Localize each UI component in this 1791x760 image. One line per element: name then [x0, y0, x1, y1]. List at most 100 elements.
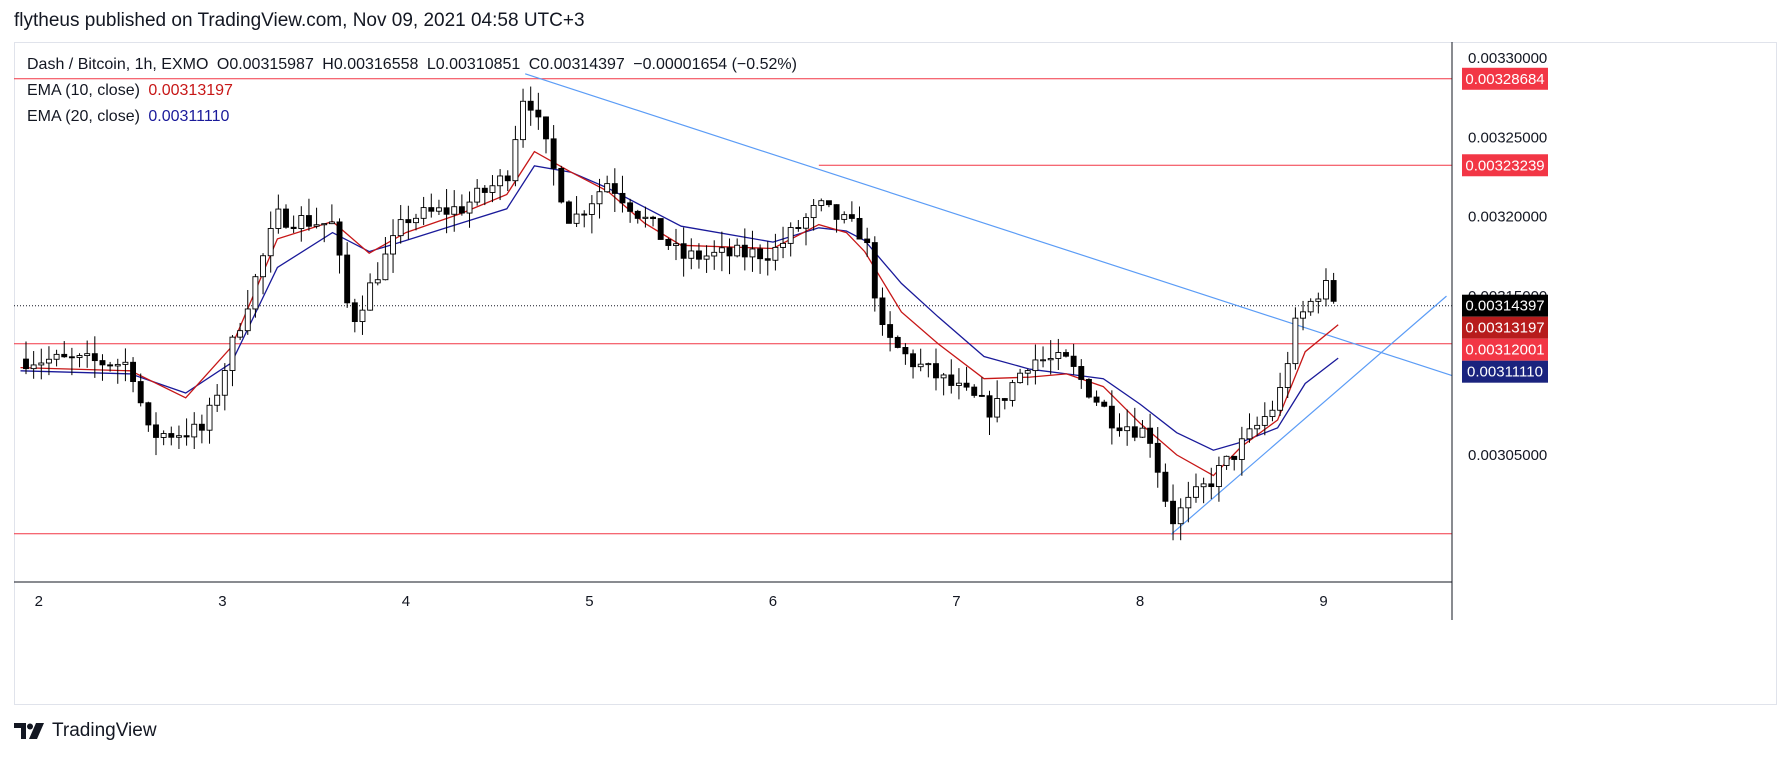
price-badge-bg: [1462, 294, 1548, 317]
candle-up: [1261, 402, 1268, 436]
candle-body: [1063, 352, 1069, 357]
chart-legend: Dash / Bitcoin, 1h, EXMO O0.00315987 H0.…: [27, 52, 801, 130]
candle-down: [458, 194, 465, 216]
candle-body: [1231, 455, 1238, 460]
candle-body: [933, 363, 939, 379]
candle-down: [168, 426, 175, 446]
candle-up: [925, 362, 932, 378]
candle-up: [1323, 268, 1329, 307]
candle-down: [986, 390, 993, 435]
candle-body: [497, 175, 504, 187]
candle-down: [351, 298, 358, 333]
candle-body: [688, 250, 695, 259]
candle-body: [466, 201, 473, 214]
candle-up: [38, 348, 45, 380]
candle-down: [1070, 343, 1077, 375]
candle-body: [963, 382, 970, 388]
candle-body: [336, 221, 343, 256]
candle-body: [107, 364, 114, 367]
candle-down: [558, 165, 565, 204]
y-tick-label: 0.00320000: [1468, 209, 1547, 226]
chart-frame[interactable]: [14, 42, 1777, 705]
candle-down: [565, 200, 572, 224]
ema10-line: [20, 150, 1339, 477]
candle-body: [305, 215, 312, 227]
candle-up: [1193, 473, 1199, 503]
candle-up: [175, 425, 182, 449]
x-tick-label: 4: [402, 593, 410, 610]
candle-body: [76, 355, 83, 359]
candle-body: [237, 330, 244, 338]
candle-body: [810, 205, 817, 219]
candle-body: [443, 207, 450, 215]
candle-body: [175, 435, 182, 438]
candle-body: [703, 255, 710, 260]
candle-body: [619, 192, 626, 204]
candle-body: [680, 243, 687, 259]
candle-body: [252, 276, 259, 310]
legend-close: 0.00314397: [540, 56, 625, 73]
candle-up: [30, 351, 37, 379]
candle-body: [535, 109, 542, 118]
candle-body: [1116, 427, 1123, 432]
candle-down: [290, 215, 297, 233]
candle-body: [734, 244, 741, 257]
candle-down: [405, 205, 412, 240]
candle-down: [680, 227, 687, 277]
candle-body: [114, 363, 121, 367]
candle-up: [1047, 340, 1054, 375]
candle-body: [1108, 405, 1115, 429]
candle-body: [1284, 363, 1291, 388]
candle-body: [1124, 426, 1131, 432]
candle-body: [1193, 486, 1199, 498]
candle-down: [1231, 455, 1238, 471]
candle-body: [910, 353, 916, 368]
candle-down: [305, 198, 312, 231]
candle-up: [497, 169, 504, 201]
candle-body: [695, 250, 702, 260]
candle-body: [1292, 317, 1299, 365]
candle-body: [543, 116, 549, 140]
candle-body: [1170, 500, 1176, 525]
candle-up: [772, 233, 779, 271]
candle-body: [902, 347, 909, 355]
candle-down: [153, 412, 159, 456]
candle-down: [527, 86, 534, 126]
price-badge-bg: [1462, 316, 1548, 339]
price-badge-ema10: 0.00313197: [1462, 316, 1548, 339]
candle-body: [887, 324, 894, 338]
candlestick-chart[interactable]: 0.003300000.003250000.003200000.00315000…: [0, 0, 1791, 720]
candle-down: [933, 348, 939, 391]
candle-body: [718, 247, 725, 253]
price-badge-label: 0.00323239: [1465, 157, 1544, 174]
candle-up: [45, 346, 52, 376]
candle-up: [520, 88, 527, 148]
candle-body: [420, 207, 427, 219]
candle-body: [1269, 409, 1276, 418]
candle-body: [1277, 387, 1284, 411]
candle-down: [1085, 378, 1092, 399]
candle-down: [198, 414, 205, 444]
candle-up: [1139, 420, 1146, 438]
legend-ema20: EMA (20, close) 0.00311110: [27, 104, 801, 130]
candle-body: [321, 223, 328, 226]
candle-up: [1300, 300, 1306, 331]
candle-up: [1024, 368, 1031, 386]
candle-up: [298, 206, 305, 242]
candle-up: [1292, 307, 1299, 370]
candle-body: [428, 207, 435, 212]
candle-body: [711, 251, 718, 257]
candle-up: [1223, 455, 1230, 470]
candle-body: [726, 247, 733, 257]
price-badge-label: 0.00314397: [1465, 298, 1544, 315]
candle-body: [1032, 359, 1039, 372]
candle-up: [229, 335, 236, 387]
x-tick-label: 2: [35, 593, 43, 610]
candle-down: [344, 242, 351, 308]
candle-body: [61, 353, 68, 358]
candle-body: [413, 217, 419, 224]
legend-ema10-value: 0.00313197: [148, 82, 233, 99]
candle-body: [673, 243, 679, 246]
candle-up: [76, 353, 83, 368]
x-tick-label: 9: [1319, 593, 1327, 610]
